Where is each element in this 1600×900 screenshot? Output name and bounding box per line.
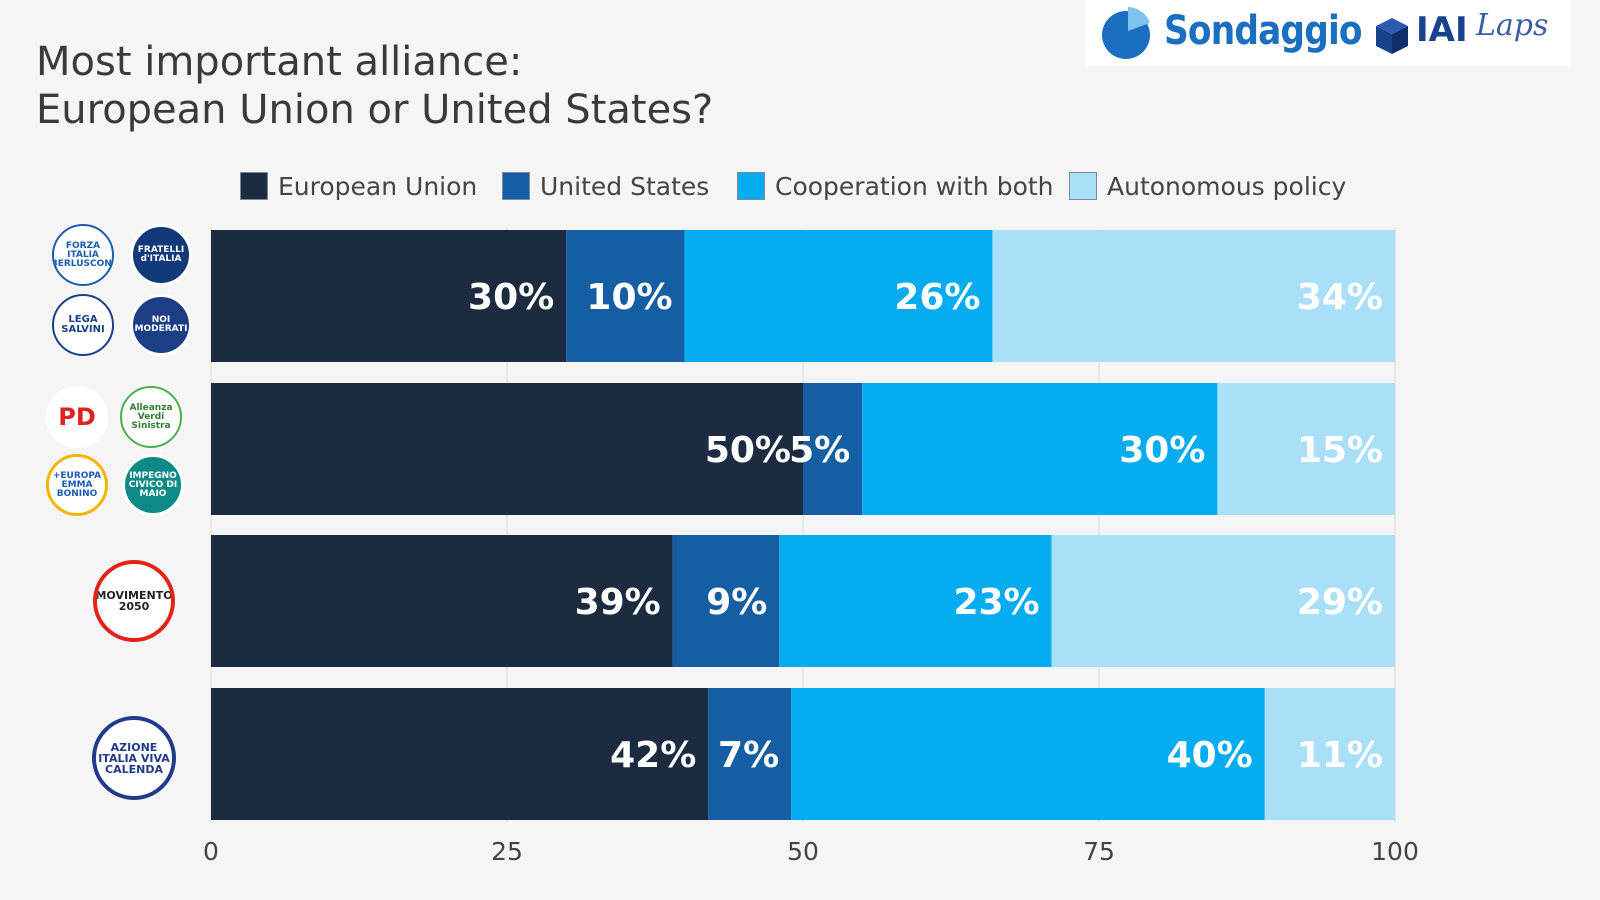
lega-logo-text: LEGA SALVINI (61, 314, 105, 335)
forza-italia-logo-text: FORZA ITALIA BERLUSCONI (52, 240, 114, 269)
bar-segment-4-row-4 (1264, 688, 1395, 820)
x-tick-label-25: 25 (491, 837, 523, 866)
azione-italia-viva-logo: AZIONE ITALIA VIVA CALENDA (92, 716, 176, 800)
pd-logo: PD (46, 386, 108, 448)
chart-title: Most important alliance: European Union … (36, 38, 713, 134)
avs-logo-text: Alleanza Verdi Sinistra (129, 402, 173, 431)
lega-logo: LEGA SALVINI (52, 294, 114, 356)
data-label-1-row-2: 50% (705, 430, 791, 471)
legend-item-both: Cooperation with both (737, 168, 1054, 204)
brand-name: Sondaggio (1164, 8, 1363, 54)
fratelli-italia-logo: FRATELLI d'ITALIA (130, 224, 192, 286)
data-label-2-row-2: 5% (789, 430, 850, 471)
legend-swatch-us (502, 172, 530, 200)
data-label-1-row-4: 42% (610, 735, 696, 776)
azione-italia-viva-logo-text: AZIONE ITALIA VIVA CALENDA (98, 740, 170, 776)
piu-europa-logo-text: +EUROPA EMMA BONINO (52, 470, 102, 499)
bar-segment-4-row-1 (992, 230, 1395, 362)
data-label-3-row-1: 26% (894, 277, 980, 318)
data-label-1-row-3: 39% (575, 582, 661, 623)
bar-segment-2-row-1 (566, 230, 685, 362)
noi-moderati-logo: NOI MODERATI (130, 294, 192, 356)
bar-segment-4-row-3 (1051, 535, 1395, 667)
pie-logo-icon (1102, 7, 1150, 59)
impegno-civico-logo-text: IMPEGNO CIVICO DI MAIO (128, 470, 178, 499)
bar-segment-2-row-4 (708, 688, 792, 820)
partner-laps: Laps (1476, 8, 1549, 43)
bar-segment-1-row-2 (211, 383, 803, 515)
pd-logo-text: PD (58, 403, 96, 431)
data-label-3-row-4: 40% (1167, 735, 1253, 776)
bar-segment-1-row-4 (211, 688, 709, 820)
data-label-3-row-2: 30% (1119, 430, 1205, 471)
legend-item-eu: European Union (240, 168, 477, 204)
bar-segment-1-row-3 (211, 535, 673, 667)
legend-label-auto: Autonomous policy (1107, 171, 1347, 201)
chart-title-line-2: European Union or United States? (36, 87, 714, 133)
bar-segment-3-row-4 (791, 688, 1265, 820)
data-label-4-row-1: 34% (1297, 277, 1383, 318)
data-label-4-row-3: 29% (1297, 582, 1383, 623)
bar-segment-2-row-3 (672, 535, 780, 667)
fratelli-italia-logo-text: FRATELLI d'ITALIA (137, 245, 185, 264)
iai-cube-icon (1376, 18, 1408, 54)
brand-header: Sondaggio IAI Laps (1086, 0, 1570, 66)
x-tick-label-100: 100 (1371, 837, 1419, 866)
logos-centre-right: FORZA ITALIA BERLUSCONI FRATELLI d'ITALI… (50, 222, 200, 358)
bar-segment-3-row-3 (779, 535, 1052, 667)
data-label-2-row-4: 7% (718, 735, 779, 776)
chart-title-line-1: Most important alliance: (36, 39, 523, 85)
legend-label-us: United States (540, 171, 710, 201)
movimento-5-stelle-logo-text: MOVIMENTO 2050 (95, 589, 173, 613)
bar-segment-3-row-2 (862, 383, 1218, 515)
bar-segment-4-row-2 (1217, 383, 1395, 515)
avs-logo: Alleanza Verdi Sinistra (120, 386, 182, 448)
logos-centre-left: PD Alleanza Verdi Sinistra +EUROPA EMMA … (44, 386, 194, 518)
data-label-2-row-1: 10% (586, 277, 672, 318)
x-tick-label-0: 0 (203, 837, 219, 866)
data-label-4-row-4: 11% (1297, 735, 1383, 776)
data-label-4-row-2: 15% (1297, 430, 1383, 471)
partner-iai: IAI (1416, 10, 1468, 50)
data-label-2-row-3: 9% (706, 582, 767, 623)
legend-label-eu: European Union (278, 171, 478, 201)
data-label-1-row-1: 30% (468, 277, 554, 318)
legend-item-us: United States (502, 168, 709, 204)
legend-swatch-auto (1069, 172, 1097, 200)
x-tick-label-50: 50 (787, 837, 819, 866)
impegno-civico-logo: IMPEGNO CIVICO DI MAIO (122, 454, 184, 516)
piu-europa-logo: +EUROPA EMMA BONINO (46, 454, 108, 516)
bar-segment-1-row-1 (211, 230, 567, 362)
forza-italia-logo: FORZA ITALIA BERLUSCONI (52, 224, 114, 286)
legend: European Union United States Cooperation… (0, 168, 1600, 204)
x-tick-label-75: 75 (1083, 837, 1115, 866)
noi-moderati-logo-text: NOI MODERATI (134, 315, 188, 334)
legend-label-both: Cooperation with both (775, 171, 1054, 201)
data-label-3-row-3: 23% (953, 582, 1039, 623)
movimento-5-stelle-logo: MOVIMENTO 2050 (93, 560, 175, 642)
legend-swatch-eu (240, 172, 268, 200)
legend-swatch-both (737, 172, 765, 200)
bar-segment-2-row-2 (803, 383, 863, 515)
bar-segment-3-row-1 (684, 230, 993, 362)
legend-item-auto: Autonomous policy (1069, 168, 1346, 204)
